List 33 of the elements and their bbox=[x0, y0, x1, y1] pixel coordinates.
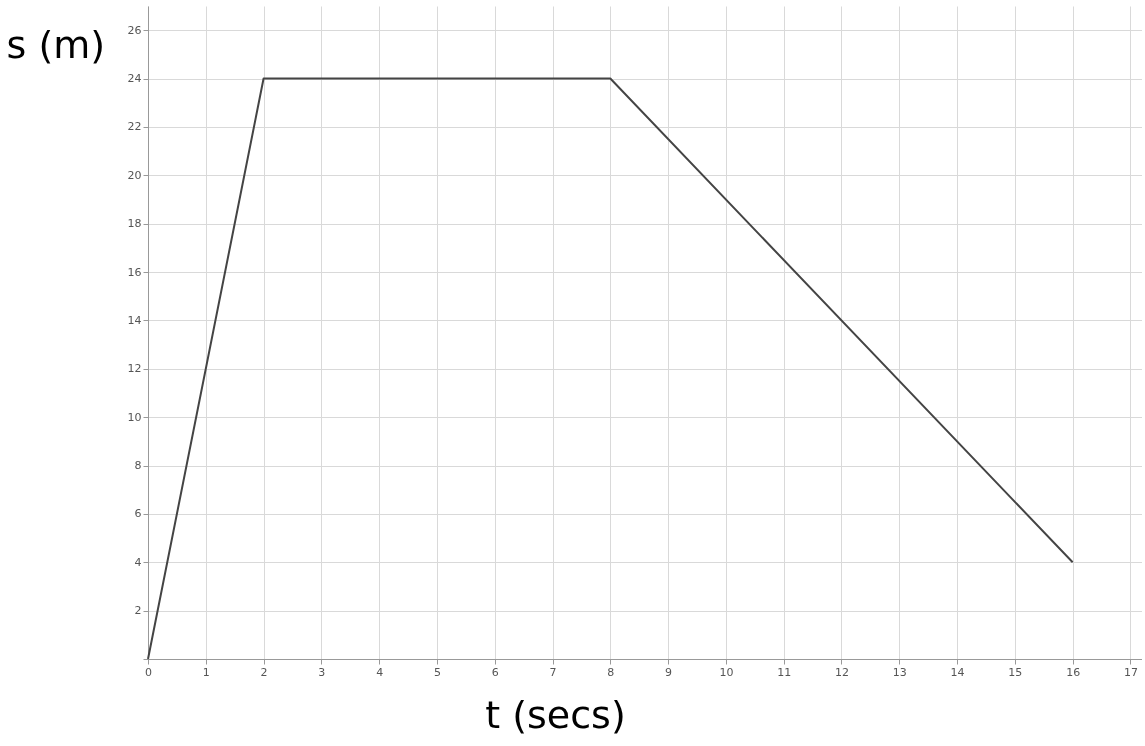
x-tick-label: 6 bbox=[491, 665, 499, 679]
y-tick-label: 8 bbox=[134, 459, 142, 473]
x-tick-label: 17 bbox=[1123, 665, 1138, 679]
x-tick-label: 8 bbox=[607, 665, 615, 679]
y-tick-label: 26 bbox=[127, 23, 142, 37]
x-tick-label: 9 bbox=[665, 665, 673, 679]
x-tick-label: 10 bbox=[719, 665, 734, 679]
x-tick-label: 1 bbox=[202, 665, 210, 679]
y-tick-label: 24 bbox=[127, 72, 142, 86]
x-axis-title: t (secs) bbox=[485, 692, 626, 737]
y-tick-label: 20 bbox=[127, 168, 142, 182]
x-tick-label: 5 bbox=[433, 665, 441, 679]
x-tick-label: 16 bbox=[1066, 665, 1081, 679]
y-axis-title: s (m) bbox=[6, 22, 106, 67]
y-tick-label: 12 bbox=[127, 362, 142, 376]
x-tick-label: 2 bbox=[260, 665, 268, 679]
y-tick-label: 10 bbox=[127, 410, 142, 424]
y-tick-label: 16 bbox=[127, 265, 142, 279]
x-tick-label: 11 bbox=[777, 665, 792, 679]
y-tick-label: 14 bbox=[127, 313, 142, 327]
x-tick-label: 3 bbox=[318, 665, 326, 679]
x-tick-label: 7 bbox=[549, 665, 557, 679]
x-tick-label: 14 bbox=[950, 665, 965, 679]
y-tick-label: 22 bbox=[127, 120, 142, 134]
x-tick-label: 12 bbox=[834, 665, 849, 679]
x-tick-label: 0 bbox=[145, 665, 152, 679]
y-tick-label: 6 bbox=[134, 507, 142, 521]
x-tick-label: 4 bbox=[376, 665, 384, 679]
y-tick-label: 2 bbox=[134, 604, 142, 618]
x-tick-label: 15 bbox=[1008, 665, 1023, 679]
x-tick-label: 13 bbox=[892, 665, 907, 679]
y-tick-label: 4 bbox=[134, 555, 142, 569]
y-tick-label: 18 bbox=[127, 217, 142, 231]
